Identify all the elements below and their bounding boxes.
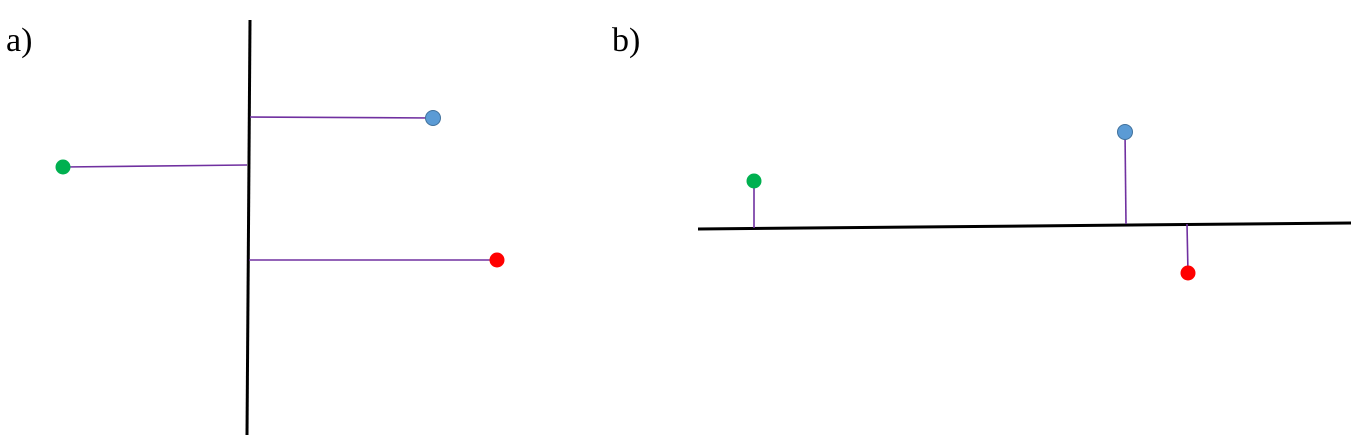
panel-a-green-connector bbox=[62, 164, 248, 168]
panel-b-diagram bbox=[697, 124, 1352, 281]
panel-a-blue-point bbox=[425, 110, 441, 126]
panel-a-red-point bbox=[489, 252, 505, 268]
panel-a-blue-connector bbox=[249, 116, 434, 119]
panel-b-red-connector bbox=[1186, 223, 1189, 274]
panel-b-green-point bbox=[746, 173, 762, 189]
panel-b-horizontal-axis bbox=[697, 221, 1352, 231]
panel-a-vertical-axis bbox=[245, 19, 252, 436]
panel-a-label: a) bbox=[6, 22, 33, 59]
panel-b-blue-point bbox=[1117, 124, 1133, 140]
panel-a-diagram bbox=[55, 19, 505, 436]
panel-b-blue-connector bbox=[1124, 131, 1127, 225]
panel-b-label: b) bbox=[612, 22, 641, 59]
panel-b-red-point bbox=[1180, 265, 1196, 281]
panel-a-green-point bbox=[55, 159, 71, 175]
